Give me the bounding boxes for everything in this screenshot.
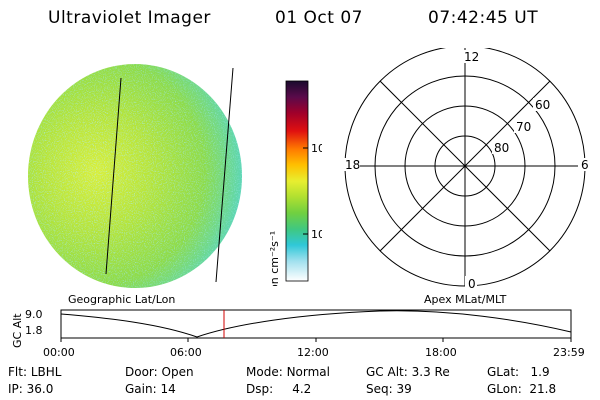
altitude-timeline: GC Alt 9.0 1.8 <box>11 308 572 348</box>
colorbar-unit-text: photon cm⁻²s⁻¹ <box>268 231 281 286</box>
colorbar-unit-label: photon cm⁻²s⁻¹ <box>268 231 281 286</box>
timeline-frame <box>60 309 572 339</box>
image-time: 07:42:45 UT <box>428 8 539 28</box>
lon-line-1 <box>105 77 122 275</box>
image-date: 01 Oct 07 <box>275 8 363 28</box>
uv-disk <box>28 64 242 288</box>
status-gain: Gain: 14 <box>125 382 176 396</box>
status-gc-alt: GC Alt: 3.3 Re <box>366 365 450 379</box>
status-flt: Flt: LBHL <box>8 365 62 379</box>
colorbar-tick-100: 100 <box>311 142 322 155</box>
colorbar-tick-10: 10 <box>311 228 322 241</box>
y-tick-1-8: 1.8 <box>25 324 43 337</box>
apex-mlat-mlt-label: Apex MLat/MLT <box>424 293 507 306</box>
mlt-label-12: 12 <box>464 50 479 64</box>
y-tick-9: 9.0 <box>25 308 43 321</box>
lat-label-70: 70 <box>516 120 531 134</box>
status-glat: GLat: 1.9 <box>487 365 550 379</box>
x-tick-2359: 23:59 <box>553 346 585 359</box>
lat-label-80: 80 <box>494 141 509 155</box>
status-seq: Seq: 39 <box>366 382 412 396</box>
status-door: Door: Open <box>125 365 194 379</box>
uv-image-panel <box>28 64 242 288</box>
x-tick-0000: 00:00 <box>43 346 75 359</box>
lat-label-60: 60 <box>535 98 550 112</box>
gc-alt-axis-label: GC Alt <box>11 313 24 348</box>
mlt-label-0: 0 <box>468 277 476 291</box>
status-dsp: Dsp: 4.2 <box>246 382 312 396</box>
x-tick-1800: 18:00 <box>425 346 457 359</box>
altitude-curve <box>60 310 572 338</box>
lon-line-2 <box>215 67 234 283</box>
x-tick-1200: 12:00 <box>297 346 329 359</box>
colorbar: 100 10 photon cm⁻²s⁻¹ <box>268 80 322 286</box>
polar-diagonal-2 <box>379 80 551 252</box>
x-tick-0600: 06:00 <box>170 346 202 359</box>
status-glon: GLon: 21.8 <box>487 382 557 396</box>
app-title: Ultraviolet Imager <box>48 8 211 28</box>
geo-latlon-label: Geographic Lat/Lon <box>68 293 176 306</box>
status-ip: IP: 36.0 <box>8 382 54 396</box>
status-mode: Mode: Normal <box>246 365 330 379</box>
polar-plot: 12 6 0 18 60 70 80 <box>342 48 590 291</box>
colorbar-scale <box>285 80 309 282</box>
mlt-label-18: 18 <box>345 158 360 172</box>
mlt-label-6: 6 <box>581 158 589 172</box>
